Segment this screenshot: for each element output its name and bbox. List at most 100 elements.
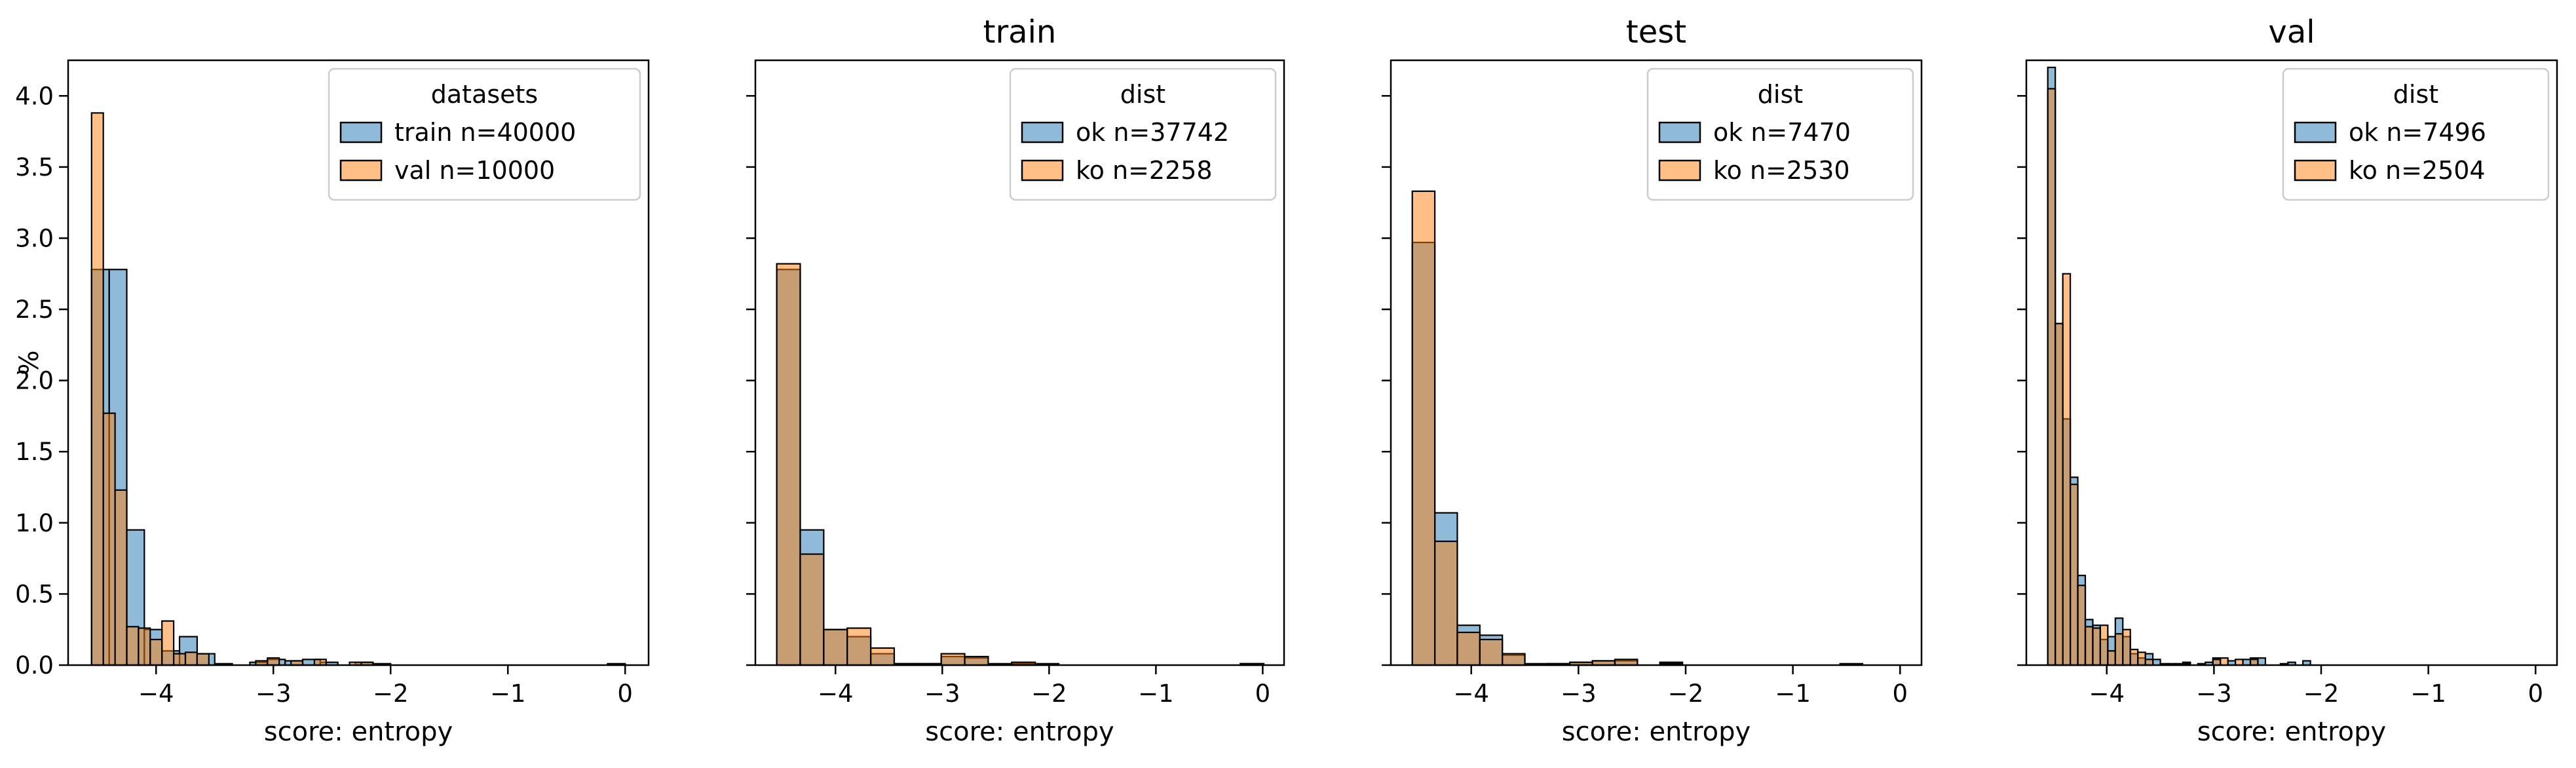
x-tick-label: −4 [2089,680,2125,708]
y-tick-label: 3.5 [15,153,54,182]
histogram-bar [267,657,280,666]
y-tick-label: 2.5 [15,296,54,324]
legend-swatch [2294,159,2337,182]
histogram-bar [2077,585,2087,666]
legend-swatch [1021,121,1064,144]
histogram-bar [138,627,151,666]
chart-title: train [983,14,1057,50]
axes-frame [754,59,1285,666]
histogram-bar [799,553,825,666]
legend-swatch [2294,121,2337,144]
legend-box [1009,67,1277,201]
series-ok-bars [776,269,1265,666]
histogram-bar [2242,659,2252,666]
x-tick-label: 0 [1255,680,1271,708]
histogram-bar [2220,657,2229,666]
histogram-bar [1411,190,1436,666]
legend-swatch [1658,159,1701,182]
legend: dist ok n=37742 ko n=2258 [1009,67,1277,201]
histogram-bar [940,653,966,666]
histogram-bar [2107,650,2116,666]
histogram-bar [2092,627,2101,666]
histogram-bar [2122,628,2131,666]
legend-entry: val n=10000 [394,156,555,185]
y-tick-label: 1.5 [15,438,54,466]
legend-title: datasets [431,80,538,109]
legend-swatch [339,159,383,182]
histogram-bar [161,620,175,666]
x-tick-label: −2 [373,680,409,708]
histogram-bar [2129,649,2139,666]
x-tick-label: −3 [256,680,292,708]
legend-entry: ko n=2530 [1713,156,1850,185]
x-tick-label: −4 [1453,680,1489,708]
legend: dist ok n=7470 ko n=2530 [1646,67,1914,201]
y-tick-label: 0.5 [15,580,54,608]
histogram-bar [2234,659,2244,666]
x-tick-label: 0 [2528,680,2543,708]
legend-entry: ok n=7496 [2349,118,2486,147]
histogram-bar [149,638,163,666]
x-tick-label: −1 [1138,680,1174,708]
histogram-bar [2099,624,2109,666]
legend-entry: train n=40000 [394,118,576,147]
legend-entry: ko n=2504 [2349,156,2486,185]
histogram-bar [1502,653,1526,666]
histogram-bar [102,412,116,666]
x-tick-label: −1 [490,680,526,708]
histogram-bar [2144,659,2154,666]
legend-title: dist [2393,80,2438,109]
histogram-bar [823,628,848,666]
histogram-bar [846,627,872,666]
histogram-bar [1456,631,1481,666]
histogram-bar [2212,659,2222,666]
histogram-bar [2137,651,2146,666]
x-axis-label: score: entropy [264,717,453,747]
histogram-bar [2062,273,2072,666]
histogram-bar [114,489,128,666]
series-ko-bars [1411,190,1684,666]
histogram-bar [1614,659,1638,666]
chart-panel-2: −4 −3 −2 −1 0 score: entropy train dist ok n=377… [746,14,1285,747]
x-tick-label: 0 [617,680,633,708]
legend-title: dist [1758,80,1803,109]
legend: dist ok n=7496 ko n=2504 [2282,67,2550,201]
legend-box [2282,67,2550,201]
x-tick-label: −2 [2303,680,2339,708]
histogram-bar [1479,638,1504,666]
y-axis-label: % [14,350,45,375]
histogram-bar [184,651,198,666]
x-tick-label: −4 [818,680,854,708]
histogram-bar [2069,484,2079,666]
histogram-bar [2257,657,2266,666]
histogram-bar [1433,540,1458,666]
histogram-bar [869,647,896,666]
series-ok-bars [1411,241,1864,666]
legend-swatch [339,121,383,144]
legend-swatch [1658,121,1701,144]
legend: datasets train n=40000 val n=10000 [328,67,641,201]
legend-swatch [1021,159,1064,182]
histogram-bar [2151,659,2161,666]
histogram-bar [196,653,210,666]
axes-frame [1390,59,1923,666]
series-ko-bars [776,263,1265,666]
x-tick-label: −2 [1031,680,1067,708]
x-tick-label: −3 [1561,680,1597,708]
histogram-bar [90,112,104,666]
x-tick-label: −1 [2410,680,2446,708]
legend-entry: ko n=2258 [1076,156,1213,185]
y-tick-label: 1.0 [15,509,54,537]
histogram-bar [964,655,989,666]
histogram-bar [313,659,327,666]
legend-box [1646,67,1914,201]
x-axis-label: score: entropy [1562,717,1751,747]
histogram-bar [776,263,801,666]
x-tick-label: −3 [2196,680,2232,708]
x-tick-label: −1 [1775,680,1811,708]
x-axis-label: score: entropy [2197,717,2386,747]
chart-panel-4: −4 −3 −2 −1 0 score: entropy val dist ok n=7496 k… [2017,14,2558,747]
y-tick-label: 4.0 [15,82,54,110]
chart-title: test [1626,14,1686,50]
